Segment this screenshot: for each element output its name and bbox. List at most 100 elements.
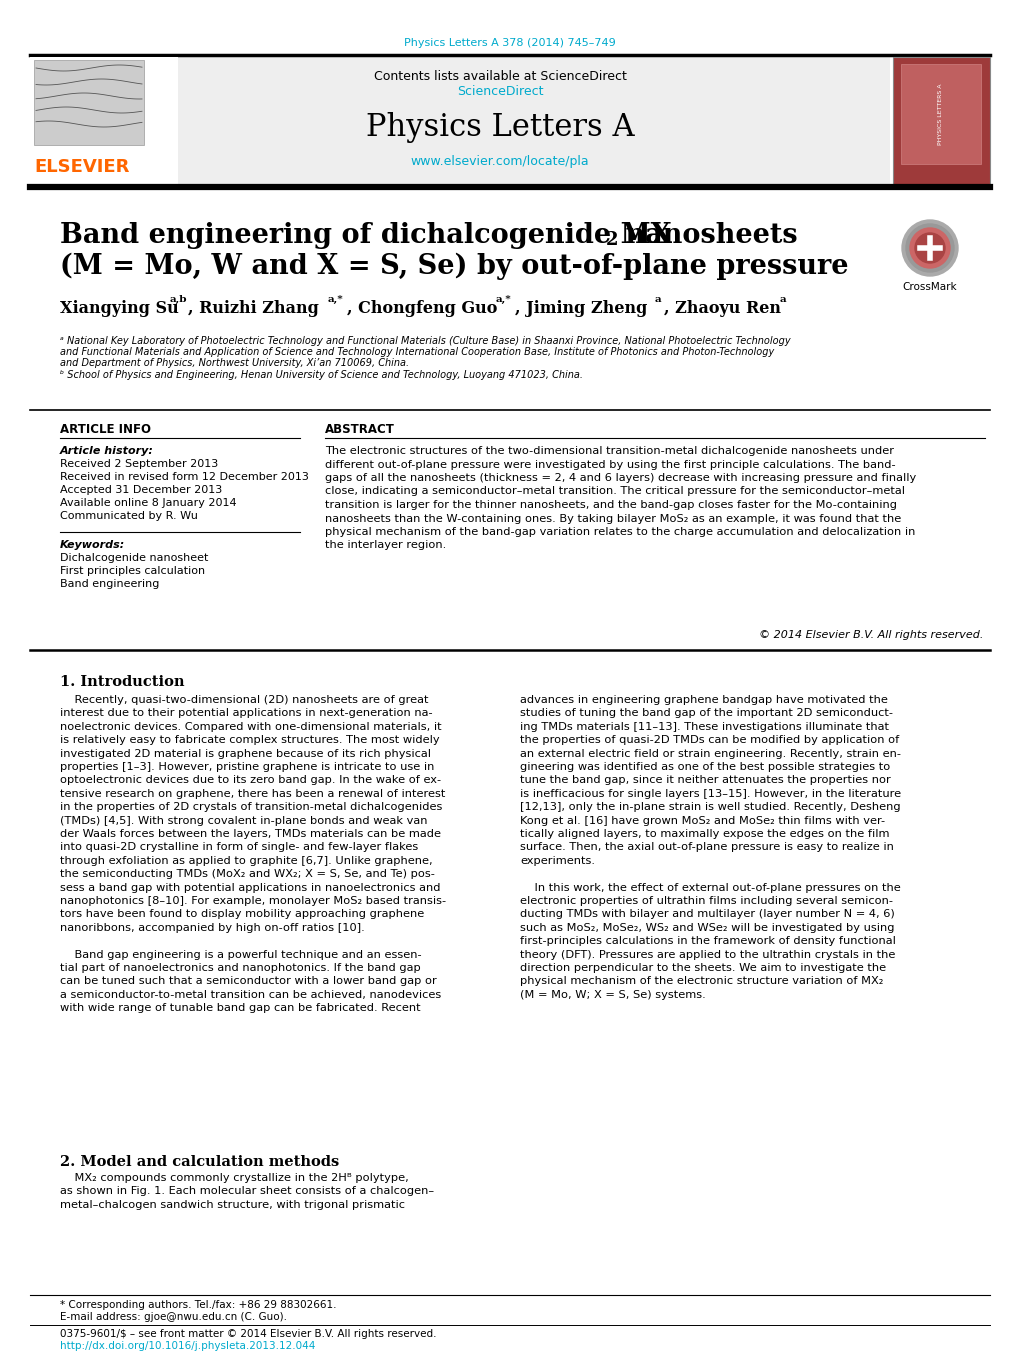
Text: noelectronic devices. Compared with one-dimensional materials, it: noelectronic devices. Compared with one-… [60,721,441,732]
Text: ducting TMDs with bilayer and multilayer (layer number N = 4, 6): ducting TMDs with bilayer and multilayer… [520,909,894,920]
Text: and Department of Physics, Northwest University, Xi’an 710069, China.: and Department of Physics, Northwest Uni… [60,358,409,367]
Text: Physics Letters A 378 (2014) 745–749: Physics Letters A 378 (2014) 745–749 [404,38,615,49]
Text: a semiconductor-to-metal transition can be achieved, nanodevices: a semiconductor-to-metal transition can … [60,990,441,1000]
Text: interest due to their potential applications in next-generation na-: interest due to their potential applicat… [60,708,432,719]
Text: 0375-9601/$ – see front matter © 2014 Elsevier B.V. All rights reserved.: 0375-9601/$ – see front matter © 2014 El… [60,1329,436,1339]
Text: In this work, the effect of external out-of-plane pressures on the: In this work, the effect of external out… [520,882,900,893]
Text: the properties of quasi-2D TMDs can be modified by application of: the properties of quasi-2D TMDs can be m… [520,735,899,746]
Text: Band engineering of dichalcogenide MX: Band engineering of dichalcogenide MX [60,222,672,249]
Text: in the properties of 2D crystals of transition-metal dichalcogenides: in the properties of 2D crystals of tran… [60,802,442,812]
Text: direction perpendicular to the sheets. We aim to investigate the: direction perpendicular to the sheets. W… [520,963,886,973]
Text: close, indicating a semiconductor–metal transition. The critical pressure for th: close, indicating a semiconductor–metal … [325,486,904,497]
Text: physical mechanism of the electronic structure variation of MX₂: physical mechanism of the electronic str… [520,977,882,986]
Text: tically aligned layers, to maximally expose the edges on the film: tically aligned layers, to maximally exp… [520,830,889,839]
Text: metal–chalcogen sandwich structure, with trigonal prismatic: metal–chalcogen sandwich structure, with… [60,1200,405,1209]
Text: , Chongfeng Guo: , Chongfeng Guo [346,300,497,317]
Text: surface. Then, the axial out-of-plane pressure is easy to realize in: surface. Then, the axial out-of-plane pr… [520,843,893,852]
Text: * Corresponding authors. Tel./fax: +86 29 88302661.: * Corresponding authors. Tel./fax: +86 2… [60,1300,336,1310]
Text: gaps of all the nanosheets (thickness = 2, 4 and 6 layers) decrease with increas: gaps of all the nanosheets (thickness = … [325,473,915,484]
Text: a,*: a,* [495,295,512,304]
FancyBboxPatch shape [30,57,178,185]
FancyBboxPatch shape [30,57,890,185]
Text: nanophotonics [8–10]. For example, monolayer MoS₂ based transis-: nanophotonics [8–10]. For example, monol… [60,896,445,907]
Text: nanoribbons, accompanied by high on-off ratios [10].: nanoribbons, accompanied by high on-off … [60,923,365,932]
Text: , Zhaoyu Ren: , Zhaoyu Ren [663,300,781,317]
Text: studies of tuning the band gap of the important 2D semiconduct-: studies of tuning the band gap of the im… [520,708,892,719]
Text: transition is larger for the thinner nanosheets, and the band-gap closes faster : transition is larger for the thinner nan… [325,500,896,509]
Text: a,*: a,* [328,295,343,304]
Text: , Ruizhi Zhang: , Ruizhi Zhang [187,300,319,317]
Text: PHYSICS LETTERS A: PHYSICS LETTERS A [937,84,943,145]
Text: Article history:: Article history: [60,446,154,457]
Text: Xiangying Su: Xiangying Su [60,300,178,317]
Text: , Jiming Zheng: , Jiming Zheng [515,300,647,317]
Text: (M = Mo, W and X = S, Se) by out-of-plane pressure: (M = Mo, W and X = S, Se) by out-of-plan… [60,253,848,281]
Text: properties [1–3]. However, pristine graphene is intricate to use in: properties [1–3]. However, pristine grap… [60,762,434,771]
Text: gineering was identified as one of the best possible strategies to: gineering was identified as one of the b… [520,762,890,771]
Text: Physics Letters A: Physics Letters A [366,112,634,143]
Text: 1. Introduction: 1. Introduction [60,676,184,689]
Text: can be tuned such that a semiconductor with a lower band gap or: can be tuned such that a semiconductor w… [60,977,436,986]
Text: ᵇ School of Physics and Engineering, Henan University of Science and Technology,: ᵇ School of Physics and Engineering, Hen… [60,370,583,380]
Text: electronic properties of ultrathin films including several semicon-: electronic properties of ultrathin films… [520,896,892,907]
Text: (M = Mo, W; X = S, Se) systems.: (M = Mo, W; X = S, Se) systems. [520,990,705,1000]
Text: ARTICLE INFO: ARTICLE INFO [60,423,151,436]
Text: such as MoS₂, MoSe₂, WS₂ and WSe₂ will be investigated by using: such as MoS₂, MoSe₂, WS₂ and WSe₂ will b… [520,923,894,932]
Text: experiments.: experiments. [520,855,594,866]
Text: Received in revised form 12 December 2013: Received in revised form 12 December 201… [60,471,309,482]
Text: with wide range of tunable band gap can be fabricated. Recent: with wide range of tunable band gap can … [60,1004,420,1013]
Text: the interlayer region.: the interlayer region. [325,540,446,550]
Text: an external electric field or strain engineering. Recently, strain en-: an external electric field or strain eng… [520,748,900,759]
Text: Keywords:: Keywords: [60,540,125,550]
FancyBboxPatch shape [900,63,980,163]
Circle shape [905,224,953,272]
Text: ing TMDs materials [11–13]. These investigations illuminate that: ing TMDs materials [11–13]. These invest… [520,721,889,732]
Text: CrossMark: CrossMark [902,282,957,292]
Text: the semiconducting TMDs (MoX₂ and WX₂; X = S, Se, and Te) pos-: the semiconducting TMDs (MoX₂ and WX₂; X… [60,869,434,880]
FancyBboxPatch shape [34,59,144,145]
Text: ABSTRACT: ABSTRACT [325,423,394,436]
Text: nanosheets: nanosheets [615,222,797,249]
Text: and Functional Materials and Application of Science and Technology International: and Functional Materials and Application… [60,347,773,357]
Text: tial part of nanoelectronics and nanophotonics. If the band gap: tial part of nanoelectronics and nanopho… [60,963,421,973]
Text: Received 2 September 2013: Received 2 September 2013 [60,459,218,469]
Text: www.elsevier.com/locate/pla: www.elsevier.com/locate/pla [411,155,589,168]
Text: E-mail address: gjoe@nwu.edu.cn (C. Guo).: E-mail address: gjoe@nwu.edu.cn (C. Guo)… [60,1312,286,1323]
Text: (TMDs) [4,5]. With strong covalent in-plane bonds and weak van: (TMDs) [4,5]. With strong covalent in-pl… [60,816,427,825]
Circle shape [909,228,949,267]
Text: Dichalcogenide nanosheet: Dichalcogenide nanosheet [60,553,208,563]
Text: Communicated by R. Wu: Communicated by R. Wu [60,511,198,521]
Text: © 2014 Elsevier B.V. All rights reserved.: © 2014 Elsevier B.V. All rights reserved… [758,630,982,640]
Text: tune the band gap, since it neither attenuates the properties nor: tune the band gap, since it neither atte… [520,775,890,785]
Text: is relatively easy to fabricate complex structures. The most widely: is relatively easy to fabricate complex … [60,735,439,746]
Text: ELSEVIER: ELSEVIER [34,158,129,176]
Text: Kong et al. [16] have grown MoS₂ and MoSe₂ thin films with ver-: Kong et al. [16] have grown MoS₂ and MoS… [520,816,884,825]
Text: into quasi-2D crystalline in form of single- and few-layer flakes: into quasi-2D crystalline in form of sin… [60,843,418,852]
Text: First principles calculation: First principles calculation [60,566,205,576]
Text: investigated 2D material is graphene because of its rich physical: investigated 2D material is graphene bec… [60,748,431,759]
Text: different out-of-plane pressure were investigated by using the first principle c: different out-of-plane pressure were inv… [325,459,895,470]
Text: through exfoliation as applied to graphite [6,7]. Unlike graphene,: through exfoliation as applied to graphi… [60,855,432,866]
Text: theory (DFT). Pressures are applied to the ultrathin crystals in the: theory (DFT). Pressures are applied to t… [520,950,895,959]
Text: MX₂ compounds commonly crystallize in the 2Hᴮ polytype,: MX₂ compounds commonly crystallize in th… [60,1173,409,1183]
Text: Band gap engineering is a powerful technique and an essen-: Band gap engineering is a powerful techn… [60,950,421,959]
Text: der Waals forces between the layers, TMDs materials can be made: der Waals forces between the layers, TMD… [60,830,440,839]
Text: http://dx.doi.org/10.1016/j.physleta.2013.12.044: http://dx.doi.org/10.1016/j.physleta.201… [60,1342,315,1351]
FancyBboxPatch shape [892,57,989,185]
Text: a,b: a,b [170,295,187,304]
Text: Accepted 31 December 2013: Accepted 31 December 2013 [60,485,222,494]
Text: a: a [654,295,661,304]
Circle shape [901,220,957,276]
Text: Recently, quasi-two-dimensional (2D) nanosheets are of great: Recently, quasi-two-dimensional (2D) nan… [60,694,428,705]
Text: first-principles calculations in the framework of density functional: first-principles calculations in the fra… [520,936,895,946]
Text: 2. Model and calculation methods: 2. Model and calculation methods [60,1155,339,1169]
Text: tors have been found to display mobility approaching graphene: tors have been found to display mobility… [60,909,424,920]
Text: tensive research on graphene, there has been a renewal of interest: tensive research on graphene, there has … [60,789,445,798]
Text: 2: 2 [605,231,618,249]
Text: Available online 8 January 2014: Available online 8 January 2014 [60,499,236,508]
Text: physical mechanism of the band-gap variation relates to the charge accumulation : physical mechanism of the band-gap varia… [325,527,914,536]
Text: optoelectronic devices due to its zero band gap. In the wake of ex-: optoelectronic devices due to its zero b… [60,775,440,785]
Text: as shown in Fig. 1. Each molecular sheet consists of a chalcogen–: as shown in Fig. 1. Each molecular sheet… [60,1186,434,1197]
Text: Contents lists available at ScienceDirect: Contents lists available at ScienceDirec… [373,70,626,82]
Text: The electronic structures of the two-dimensional transition-metal dichalcogenide: The electronic structures of the two-dim… [325,446,893,457]
